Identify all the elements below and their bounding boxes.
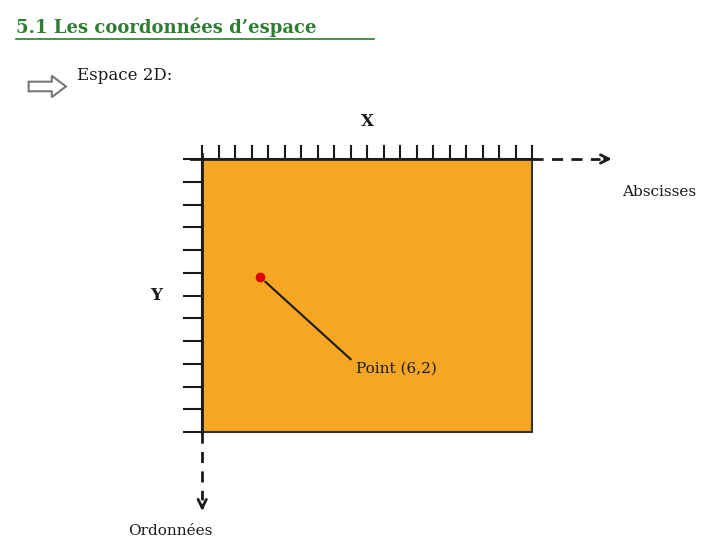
Text: Abscisses: Abscisses (622, 185, 696, 199)
Bar (202, 159, 532, 432)
Text: Point (6,2): Point (6,2) (356, 361, 437, 375)
Text: Espace 2D:: Espace 2D: (77, 67, 172, 84)
Text: Ordonnées: Ordonnées (127, 524, 212, 538)
Text: 5.1 Les coordonnées d’espace: 5.1 Les coordonnées d’espace (16, 17, 316, 37)
Text: Y: Y (150, 287, 161, 304)
Polygon shape (29, 76, 66, 97)
Text: X: X (361, 113, 374, 130)
